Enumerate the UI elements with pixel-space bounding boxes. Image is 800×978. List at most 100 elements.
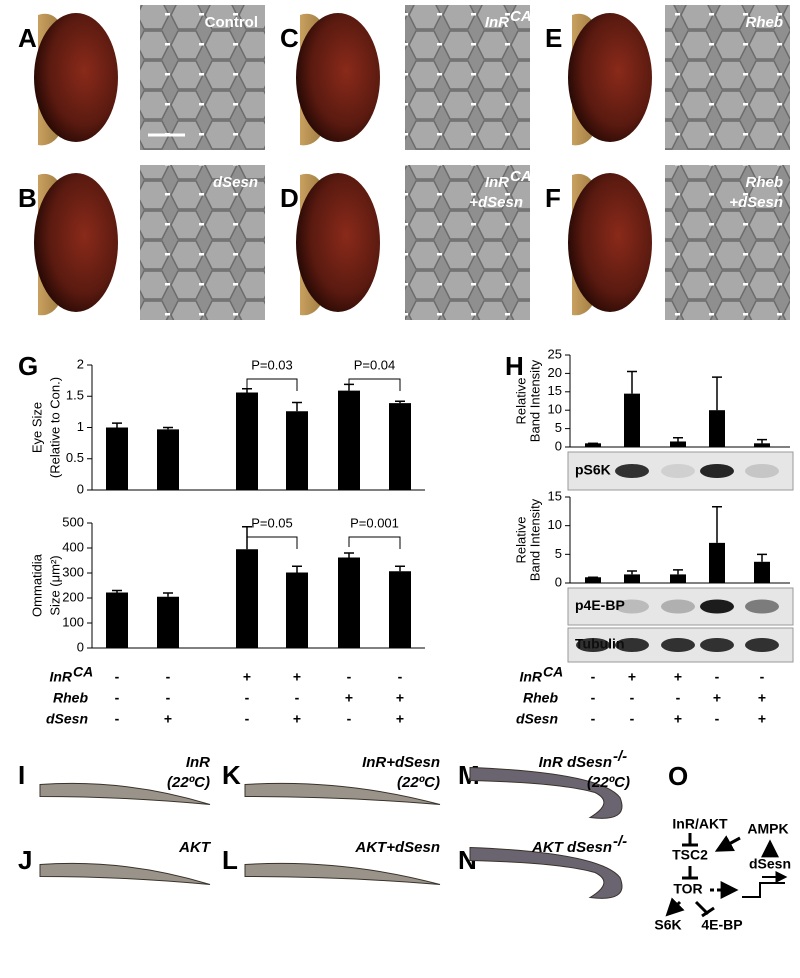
error-bar bbox=[712, 505, 722, 543]
genotype-sign: - bbox=[630, 711, 635, 727]
genotype-sign: + bbox=[713, 690, 721, 706]
genotype-sign: - bbox=[676, 690, 681, 706]
error-bar bbox=[395, 400, 405, 404]
genotype-sign: + bbox=[293, 669, 301, 685]
genotype-label: Rheb bbox=[53, 690, 88, 706]
micrograph bbox=[665, 165, 790, 320]
bar bbox=[624, 574, 640, 583]
blot-label: p4E-BP bbox=[575, 597, 625, 613]
micrograph bbox=[140, 165, 265, 320]
bar bbox=[106, 427, 128, 490]
y-axis-label: Size (μm²) bbox=[47, 555, 62, 615]
caption: InR bbox=[186, 754, 210, 771]
band bbox=[576, 638, 610, 652]
bar bbox=[585, 443, 601, 447]
error-bar bbox=[112, 589, 122, 593]
genotype-sup: CA bbox=[543, 664, 563, 680]
eye-photo bbox=[34, 13, 118, 142]
caption: (22ºC) bbox=[397, 774, 440, 791]
y-tick-label: 0 bbox=[555, 438, 562, 453]
genotype-sign: - bbox=[591, 690, 596, 706]
genotype-sign: + bbox=[345, 690, 353, 706]
panel-letter: G bbox=[18, 351, 38, 381]
genotype-sign: - bbox=[115, 690, 120, 706]
bar bbox=[670, 441, 686, 447]
genotype-sign: + bbox=[396, 711, 404, 727]
band bbox=[661, 464, 695, 478]
panel-letter: J bbox=[18, 845, 32, 875]
bar bbox=[236, 392, 258, 490]
error-bar bbox=[627, 570, 637, 575]
p-value: P=0.04 bbox=[354, 357, 396, 372]
bar bbox=[389, 571, 411, 648]
error-bar bbox=[627, 370, 637, 394]
y-tick-label: 500 bbox=[62, 514, 84, 529]
genotype-sign: + bbox=[628, 669, 636, 685]
caption-sup: -/- bbox=[613, 748, 627, 765]
error-bar bbox=[163, 592, 173, 597]
bar bbox=[709, 410, 725, 447]
genotype-sign: + bbox=[674, 669, 682, 685]
caption: (22ºC) bbox=[167, 774, 210, 791]
bar bbox=[106, 592, 128, 648]
error-bar bbox=[757, 553, 767, 562]
y-axis-label: (Relative to Con.) bbox=[47, 377, 62, 478]
caption: +dSesn bbox=[729, 194, 783, 211]
band bbox=[700, 638, 734, 652]
y-tick-label: 0 bbox=[77, 481, 84, 496]
genotype-sign: - bbox=[715, 711, 720, 727]
caption: +dSesn bbox=[469, 194, 523, 211]
bracket bbox=[348, 378, 401, 391]
band bbox=[615, 464, 649, 478]
bar bbox=[236, 549, 258, 648]
micrograph bbox=[140, 5, 265, 150]
genotype-sign: - bbox=[245, 711, 250, 727]
caption: Control bbox=[205, 14, 258, 31]
genotype-label: Rheb bbox=[523, 690, 558, 706]
genotype-sign: + bbox=[396, 690, 404, 706]
genotype-sign: - bbox=[398, 669, 403, 685]
genotype-label: dSesn bbox=[516, 711, 558, 727]
bar bbox=[754, 561, 770, 583]
genotype-sign: - bbox=[347, 669, 352, 685]
caption-sup: -/- bbox=[613, 833, 627, 850]
eye-photo bbox=[568, 173, 652, 312]
genotype-sign: - bbox=[115, 711, 120, 727]
band bbox=[700, 464, 734, 478]
error-bar bbox=[712, 376, 722, 411]
y-tick-label: 10 bbox=[548, 402, 562, 417]
y-tick-label: 10 bbox=[548, 517, 562, 532]
band bbox=[661, 599, 695, 614]
y-axis-label: Relative bbox=[513, 378, 528, 425]
node: AMPK bbox=[747, 821, 788, 837]
wing-photo bbox=[469, 766, 623, 819]
genotype-sign: - bbox=[347, 711, 352, 727]
genotype-sign: - bbox=[760, 669, 765, 685]
micrograph bbox=[665, 5, 790, 150]
eye-photo bbox=[296, 173, 380, 312]
y-tick-label: 15 bbox=[548, 383, 562, 398]
diagram-labels: InR/AKT AMPK TSC2 dSesn TOR S6K 4E-BP O bbox=[654, 761, 791, 933]
p-value: P=0.03 bbox=[251, 357, 293, 372]
bar bbox=[754, 443, 770, 447]
genotype-sign: + bbox=[243, 669, 251, 685]
bar bbox=[670, 574, 686, 583]
bracket bbox=[348, 536, 401, 549]
genotype-sign: + bbox=[674, 711, 682, 727]
bar bbox=[709, 542, 725, 583]
band bbox=[700, 599, 734, 614]
inhibit bbox=[701, 906, 715, 918]
genotype-label: dSesn bbox=[46, 711, 88, 727]
y-tick-label: 400 bbox=[62, 539, 84, 554]
node: InR/AKT bbox=[672, 816, 728, 832]
arrow bbox=[665, 897, 685, 917]
bar bbox=[338, 557, 360, 648]
node: TOR bbox=[673, 881, 702, 897]
node: S6K bbox=[654, 917, 681, 933]
y-tick-label: 200 bbox=[62, 589, 84, 604]
error-bar bbox=[673, 569, 683, 575]
bar bbox=[585, 577, 601, 583]
y-axis-label: Band Intensity bbox=[527, 498, 542, 581]
